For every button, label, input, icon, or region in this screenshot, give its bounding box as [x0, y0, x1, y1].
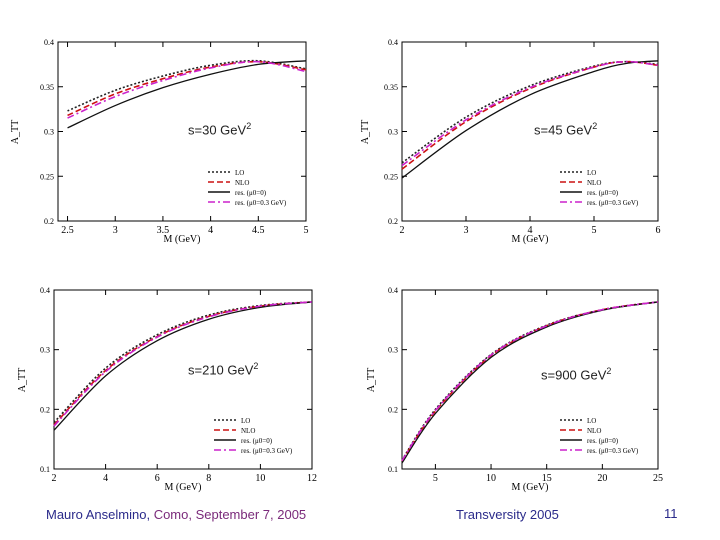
y-tick-label: 0.25: [384, 172, 398, 181]
legend-label: LO: [241, 417, 250, 425]
y-tick-label: 0.2: [388, 405, 398, 414]
x-tick-label: 25: [653, 473, 663, 484]
y-axis-label: A_TT: [360, 120, 371, 144]
x-tick-label: 15: [542, 473, 552, 484]
footer-author: Mauro Anselmino, Como, September 7, 2005: [46, 507, 307, 522]
y-tick-label: 0.35: [40, 83, 54, 92]
x-axis-label: M (GeV): [512, 234, 549, 245]
y-tick-label: 0.2: [40, 405, 50, 414]
series-line-dotted: [53, 301, 313, 424]
x-tick-label: 10: [255, 473, 265, 484]
x-tick-label: 5: [592, 225, 597, 236]
y-tick-label: 0.3: [40, 346, 50, 355]
legend-label: NLO: [235, 179, 249, 187]
y-tick-label: 0.1: [388, 465, 398, 474]
y-tick-label: 0.3: [388, 346, 398, 355]
y-tick-label: 0.3: [44, 128, 54, 137]
series-line-dashdot: [53, 301, 313, 427]
series-line-solid: [67, 60, 307, 129]
x-axis-label: M (GeV): [165, 482, 202, 493]
legend-label: res. (μ0=0.3 GeV): [235, 199, 287, 207]
x-tick-label: 4: [103, 473, 108, 484]
series-line-dotted: [401, 60, 659, 164]
panel-4-energy-label: s=900 GeV2: [541, 366, 612, 383]
legend-label: res. (μ0=0.3 GeV): [241, 447, 293, 455]
series-line-dashdot: [401, 301, 659, 462]
panel-1-energy-label: s=30 GeV2: [188, 121, 252, 138]
legend-label: res. (μ0=0.3 GeV): [587, 199, 639, 207]
y-tick-label: 0.25: [40, 172, 54, 181]
panel-3-energy-label: s=210 GeV2: [188, 361, 259, 378]
plot-frame: [53, 289, 313, 470]
legend-label: LO: [587, 417, 596, 425]
y-tick-label: 0.4: [44, 38, 54, 47]
series-line-dashed: [401, 301, 659, 462]
x-tick-label: 10: [486, 473, 496, 484]
plot-frame: [401, 289, 659, 470]
x-axis-label: M (GeV): [512, 482, 549, 493]
chart-panel-3: 2 4 6 8 10 12 0.1 0.2 0.3 0.4 M (GeV) A_TT LO NLO res.…: [17, 286, 317, 493]
x-tick-label: 4: [208, 225, 213, 236]
series-line-dotted: [401, 301, 659, 461]
y-tick-label: 0.2: [388, 217, 398, 226]
y-tick-label: 0.35: [384, 83, 398, 92]
x-tick-label: 4.5: [252, 225, 265, 236]
series-line-dashed: [401, 60, 659, 170]
y-tick-label: 0.4: [40, 286, 50, 295]
x-tick-label: 8: [206, 473, 211, 484]
x-tick-label: 5: [304, 225, 309, 236]
chart-panel-1: 2.5 3 3.5 4 4.5 5 0.2 0.25 0.3 0.35 0.4 M (GeV) A_TT…: [10, 38, 309, 245]
legend-label: res. (μ0=0): [241, 437, 273, 445]
y-tick-label: 0.2: [44, 217, 54, 226]
x-tick-label: 12: [307, 473, 317, 484]
x-tick-label: 5: [433, 473, 438, 484]
series-line-solid: [53, 301, 313, 431]
legend-label: NLO: [241, 427, 255, 435]
y-axis-label: A_TT: [10, 120, 21, 144]
x-tick-label: 2: [52, 473, 57, 484]
x-tick-label: 3.5: [157, 225, 170, 236]
x-tick-label: 3: [464, 225, 469, 236]
series-line-dashdot: [401, 60, 659, 167]
series-line-solid: [401, 301, 659, 464]
legend-label: LO: [235, 169, 244, 177]
plot-frame: [57, 41, 307, 222]
panel-2-energy-label: s=45 GeV2: [534, 121, 598, 138]
legend-label: LO: [587, 169, 596, 177]
series-line-dotted: [67, 59, 307, 112]
y-axis-label: A_TT: [17, 368, 28, 392]
legend-label: NLO: [587, 427, 601, 435]
chart-panel-4: 5 10 15 20 25 0.1 0.2 0.3 0.4 M (GeV) A_TT LO NLO res…: [366, 286, 663, 493]
legend-label: res. (μ0=0): [587, 189, 619, 197]
x-tick-label: 3: [113, 225, 118, 236]
plot-frame: [401, 41, 659, 222]
y-tick-label: 0.3: [388, 128, 398, 137]
legend-label: res. (μ0=0.3 GeV): [587, 447, 639, 455]
y-tick-label: 0.4: [388, 38, 398, 47]
x-tick-label: 20: [597, 473, 607, 484]
legend-label: res. (μ0=0): [587, 437, 619, 445]
series-line-dashdot: [67, 60, 307, 119]
footer-conference: Transversity 2005: [456, 507, 559, 522]
x-tick-label: 2.5: [61, 225, 74, 236]
x-tick-label: 4: [528, 225, 533, 236]
legend-label: res. (μ0=0): [235, 189, 267, 197]
x-tick-label: 6: [155, 473, 160, 484]
x-axis-label: M (GeV): [164, 234, 201, 245]
x-tick-label: 2: [400, 225, 405, 236]
y-tick-label: 0.4: [388, 286, 398, 295]
series-line-dashed: [53, 301, 313, 426]
legend-label: NLO: [587, 179, 601, 187]
series-line-dashed: [67, 60, 307, 117]
footer-page-number: 11: [664, 506, 678, 521]
chart-panel-2: 2 3 4 5 6 0.2 0.25 0.3 0.35 0.4 M (GeV) A_TT LO NLO re…: [360, 38, 661, 245]
series-line-solid: [401, 60, 659, 179]
y-axis-label: A_TT: [366, 368, 377, 392]
x-tick-label: 6: [656, 225, 661, 236]
y-tick-label: 0.1: [40, 465, 50, 474]
